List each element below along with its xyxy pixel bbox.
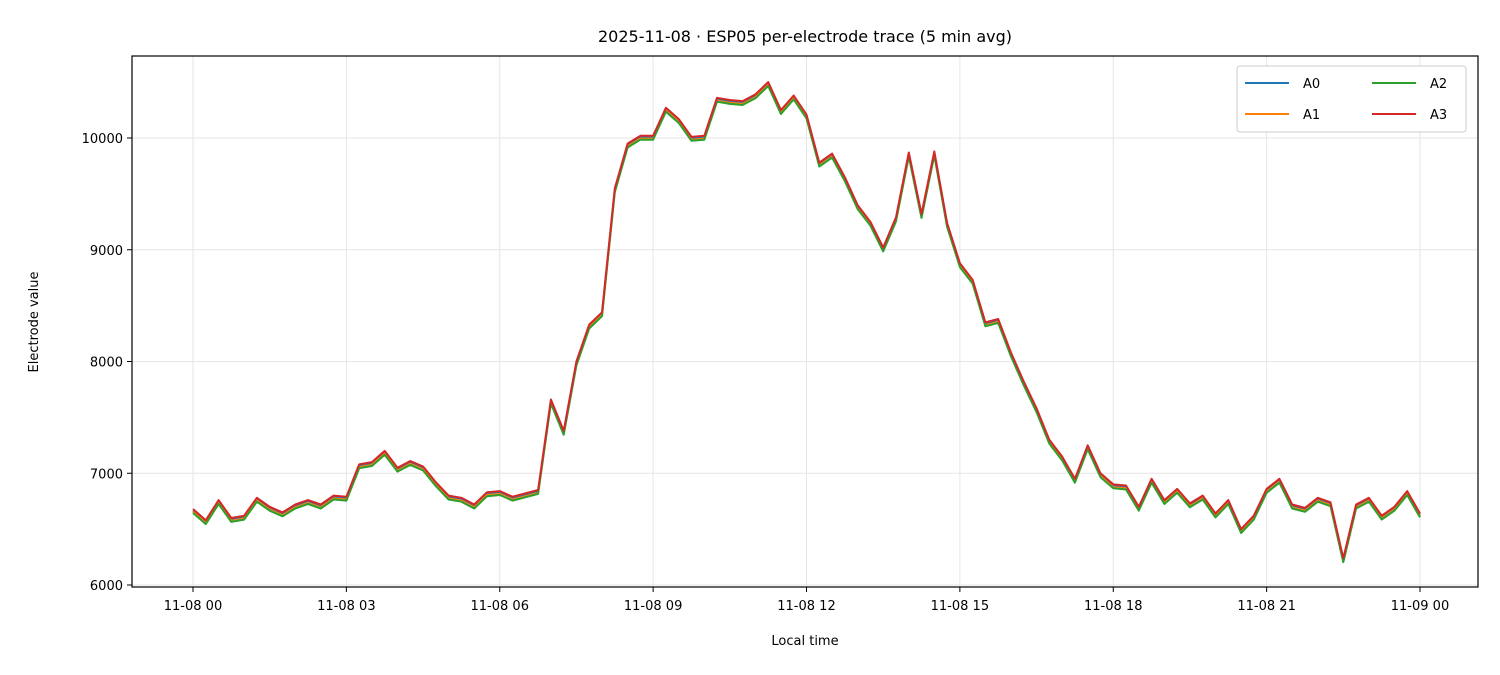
x-tick-label: 11-08 18 <box>1084 599 1142 614</box>
legend-label-a3: A3 <box>1430 108 1447 123</box>
x-axis: 11-08 00 11-08 03 11-08 06 11-08 09 11-08 12… <box>164 587 1449 614</box>
series-line-a2 <box>192 85 1421 564</box>
x-tick-label: 11-08 15 <box>931 599 989 614</box>
axes-frame <box>131 55 1479 588</box>
x-tick-label: 11-08 21 <box>1237 599 1295 614</box>
x-tick-label: 11-08 06 <box>471 599 529 614</box>
legend-label-a2: A2 <box>1430 77 1447 92</box>
y-tick-label: 8000 <box>90 356 123 371</box>
legend-label-a0: A0 <box>1303 77 1320 92</box>
y-axis: 6000 7000 8000 9000 10000 <box>82 132 132 594</box>
plot-lines <box>192 81 1421 564</box>
x-tick-label: 11-08 00 <box>164 599 222 614</box>
y-tick-label: 6000 <box>90 579 123 594</box>
x-tick-label: 11-08 12 <box>777 599 835 614</box>
y-tick-label: 10000 <box>82 132 123 147</box>
legend-label-a1: A1 <box>1303 108 1320 123</box>
x-tick-label: 11-08 09 <box>624 599 682 614</box>
chart-title: 2025-11-08 · ESP05 per-electrode trace (… <box>598 27 1012 46</box>
legend: A0 A1 A2 A3 <box>1236 65 1467 133</box>
x-tick-label: 11-09 00 <box>1391 599 1449 614</box>
y-axis-label: Electrode value <box>27 272 42 373</box>
series-line-a3 <box>192 81 1421 560</box>
y-tick-label: 7000 <box>90 467 123 482</box>
x-axis-label: Local time <box>771 634 838 649</box>
grid <box>132 56 1478 587</box>
x-tick-label: 11-08 03 <box>317 599 375 614</box>
y-tick-label: 9000 <box>90 244 123 259</box>
